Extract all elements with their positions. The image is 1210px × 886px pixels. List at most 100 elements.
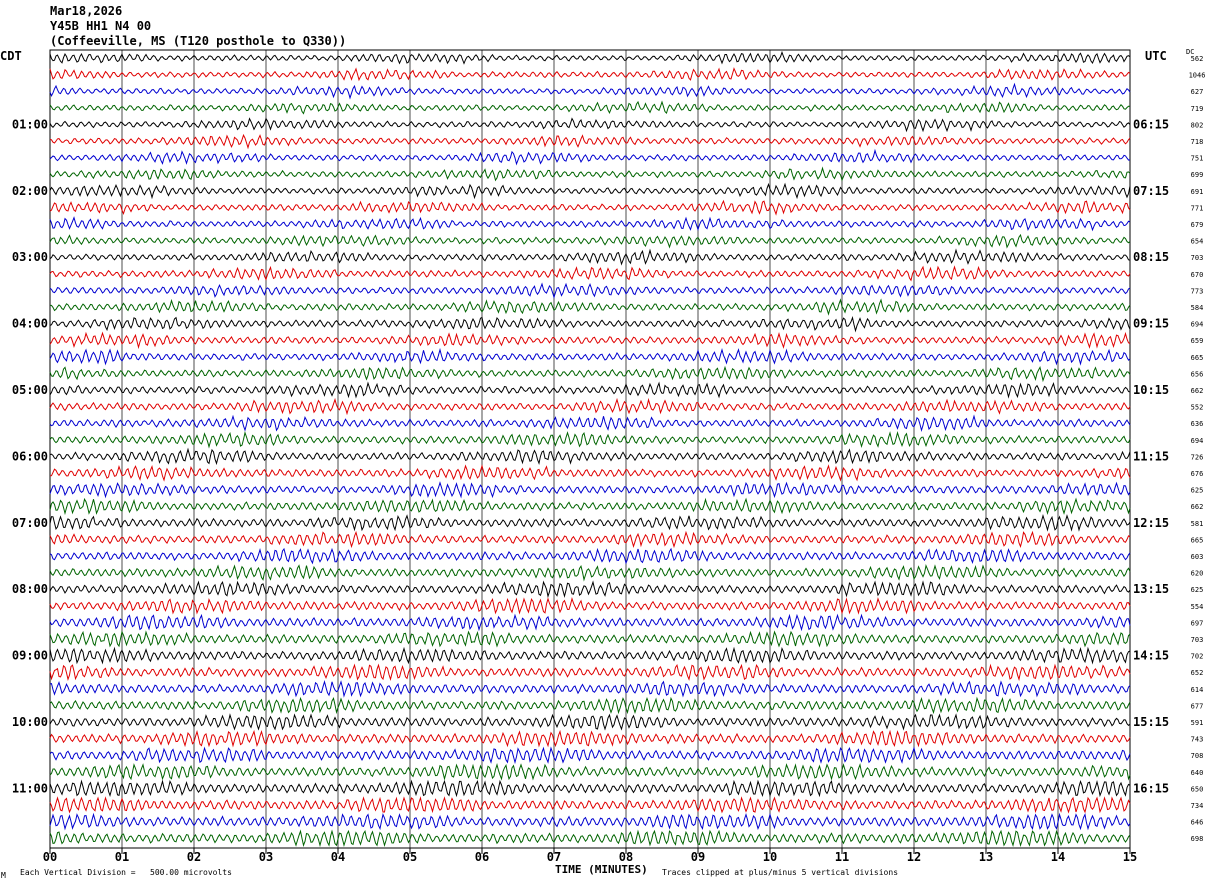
trace-dc-label: 691: [1191, 188, 1204, 196]
seismic-trace: [49, 613, 1131, 632]
seismic-trace: [49, 646, 1131, 665]
seismic-trace: [49, 148, 1131, 166]
hour-label-right: 13:15: [1133, 582, 1169, 596]
corner-mark: M: [1, 871, 6, 880]
trace-dc-label: 662: [1191, 387, 1204, 395]
seismic-trace: [49, 746, 1131, 765]
trace-dc-label: 654: [1191, 238, 1204, 246]
seismic-trace: [49, 199, 1131, 216]
seismic-trace: [49, 663, 1131, 682]
trace-dc-label: 697: [1191, 619, 1204, 627]
trace-dc-label: 679: [1191, 221, 1204, 229]
seismic-trace: [49, 679, 1131, 698]
trace-dc-label: 620: [1191, 570, 1204, 578]
x-tick-label: 02: [187, 850, 201, 864]
seismic-trace: [49, 216, 1131, 232]
seismic-trace: [49, 182, 1131, 200]
trace-dc-label: 703: [1191, 636, 1204, 644]
seismic-trace: [49, 430, 1131, 449]
right-timezone-label: UTC: [1145, 49, 1167, 63]
seismic-trace: [49, 464, 1131, 482]
x-tick-label: 08: [619, 850, 633, 864]
station-location: (Coffeeville, MS (T120 posthole to Q330)…: [50, 34, 347, 48]
trace-dc-label: 625: [1191, 586, 1204, 594]
trace-dc-label: 802: [1191, 121, 1204, 129]
left-timezone-label: CDT: [0, 49, 22, 63]
hour-label-right: 08:15: [1133, 250, 1169, 264]
station-id: Y45B HH1 N4 00: [50, 19, 152, 33]
trace-dc-label: 650: [1191, 785, 1204, 793]
seismic-trace: [49, 580, 1131, 599]
trace-dc-label: 699: [1191, 171, 1204, 179]
seismic-trace: [49, 497, 1131, 516]
trace-dc-label: 719: [1191, 105, 1204, 113]
seismic-trace: [49, 763, 1131, 781]
clip-note: Traces clipped at plus/minus 5 vertical …: [662, 868, 899, 877]
seismic-trace: [49, 316, 1131, 333]
vertical-division-note: Each Vertical Division = 500.00 microvol…: [20, 868, 232, 877]
x-tick-label: 05: [403, 850, 417, 864]
seismic-trace: [49, 166, 1131, 182]
hour-label-right: 06:15: [1133, 117, 1169, 131]
seismic-trace: [49, 397, 1131, 416]
x-tick-label: 14: [1051, 850, 1065, 864]
seismic-trace: [49, 117, 1131, 133]
seismic-trace: [49, 50, 1131, 65]
trace-dc-label: 627: [1191, 88, 1204, 96]
hour-label-left: 09:00: [12, 649, 48, 663]
seismic-trace: [49, 630, 1131, 648]
x-tick-label: 00: [43, 850, 57, 864]
seismic-trace: [49, 67, 1131, 82]
trace-dc-label: 773: [1191, 287, 1204, 295]
seismic-trace: [50, 298, 1131, 316]
trace-dc-label: 734: [1191, 802, 1204, 810]
seismic-trace: [49, 812, 1131, 831]
trace-dc-label: 718: [1191, 138, 1204, 146]
hour-label-left: 04:00: [12, 317, 48, 331]
trace-dc-label: 1046: [1189, 72, 1206, 80]
trace-dc-label: 771: [1191, 204, 1204, 212]
seismic-trace: [49, 381, 1131, 399]
seismic-trace: [49, 597, 1131, 615]
x-tick-label: 12: [907, 850, 921, 864]
seismic-trace: [49, 481, 1131, 499]
seismic-trace: [49, 779, 1131, 798]
x-tick-label: 15: [1123, 850, 1137, 864]
x-tick-label: 10: [763, 850, 777, 864]
trace-dc-label: 726: [1191, 453, 1204, 461]
trace-dc-label: 636: [1191, 420, 1204, 428]
seismic-trace: [49, 82, 1131, 100]
trace-dc-label: 625: [1191, 487, 1204, 495]
trace-dc-label: 743: [1191, 736, 1204, 744]
hour-label-right: 09:15: [1133, 317, 1169, 331]
trace-dc-label: 659: [1191, 337, 1204, 345]
trace-dc-label: 646: [1191, 819, 1204, 827]
seismic-trace: [49, 414, 1131, 433]
seismic-trace: [49, 829, 1131, 848]
trace-dc-label: 702: [1191, 653, 1204, 661]
hour-label-right: 07:15: [1133, 184, 1169, 198]
trace-dc-label: 581: [1191, 520, 1204, 528]
trace-dc-label: 562: [1191, 55, 1204, 63]
x-tick-label: 06: [475, 850, 489, 864]
x-tick-label: 13: [979, 850, 993, 864]
x-tick-label: 01: [115, 850, 129, 864]
trace-dc-label: 694: [1191, 321, 1204, 329]
hour-label-left: 11:00: [12, 781, 48, 795]
seismic-trace: [49, 347, 1131, 366]
seismic-trace: [49, 233, 1131, 249]
hour-label-right: 14:15: [1133, 649, 1169, 663]
trace-dc-label: 584: [1191, 304, 1204, 312]
hour-label-left: 08:00: [12, 582, 48, 596]
hour-label-left: 06:00: [12, 449, 48, 463]
trace-dc-label: 694: [1191, 437, 1204, 445]
seismic-trace: [49, 729, 1131, 748]
seismic-trace: [49, 365, 1131, 383]
trace-dc-label: 614: [1191, 686, 1204, 694]
trace-dc-label: 751: [1191, 155, 1204, 163]
dc-offset-label: DC: [1186, 48, 1195, 56]
hour-label-left: 03:00: [12, 250, 48, 264]
trace-dc-label: 603: [1191, 553, 1204, 561]
trace-dc-label: 698: [1191, 835, 1204, 843]
seismic-trace: [49, 713, 1131, 731]
